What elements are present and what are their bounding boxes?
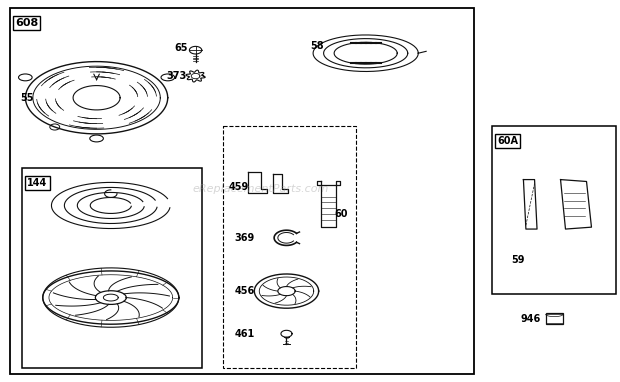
Text: 459: 459 bbox=[228, 182, 249, 192]
Text: 946: 946 bbox=[520, 314, 541, 324]
Bar bbox=[492, 126, 616, 294]
Bar bbox=[223, 126, 356, 368]
Text: 369: 369 bbox=[234, 233, 255, 243]
Bar bbox=[546, 313, 563, 324]
Text: eReplacementParts.com: eReplacementParts.com bbox=[192, 184, 329, 194]
Bar bbox=[22, 168, 202, 368]
Text: 58: 58 bbox=[310, 40, 324, 50]
Text: 65: 65 bbox=[174, 43, 187, 53]
Text: 60: 60 bbox=[335, 209, 348, 219]
Text: 59: 59 bbox=[512, 254, 525, 264]
Text: 60A: 60A bbox=[497, 136, 518, 146]
Bar bbox=[10, 8, 474, 374]
Text: 144: 144 bbox=[27, 178, 48, 188]
Text: 608: 608 bbox=[15, 18, 38, 28]
Text: 373: 373 bbox=[167, 71, 187, 81]
Text: 456: 456 bbox=[234, 286, 255, 296]
Text: 461: 461 bbox=[234, 329, 255, 339]
Text: 55: 55 bbox=[20, 93, 34, 103]
